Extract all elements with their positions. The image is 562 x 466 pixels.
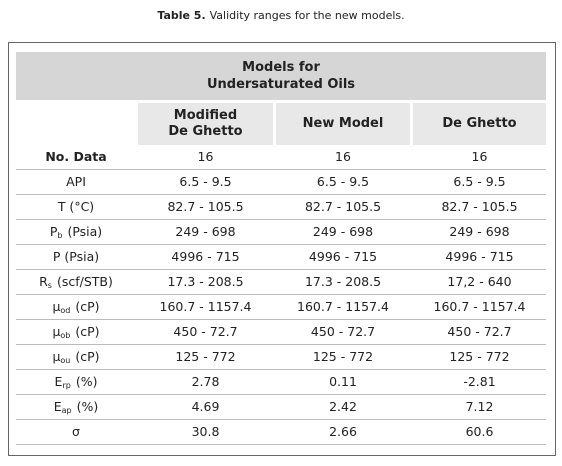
cell-value: 249 - 698 [312, 224, 374, 239]
cell-value: 17,2 - 640 [447, 274, 512, 289]
cell-value: 16 [335, 149, 351, 164]
row-label: P (Psia) [52, 249, 100, 264]
row-label: σ [72, 424, 80, 439]
row-label: Eap (%) [16, 395, 136, 419]
table-row: Rs (scf/STB) 17.3 - 208.5 17.3 - 208.5 17,2 … [16, 270, 546, 295]
cell-value: 2.78 [191, 374, 220, 389]
table-row: Pb (Psia) 249 - 698 249 - 698 249 - 698 [16, 220, 546, 245]
label-unit: (%) [76, 399, 99, 414]
label-symbol: μ [52, 299, 61, 314]
cell-value: 450 - 72.7 [447, 324, 512, 339]
cell-value: 4.69 [191, 399, 220, 414]
cell-value: 17.3 - 208.5 [167, 274, 244, 289]
group-header-line: Models for [242, 60, 320, 75]
table-row: μou (cP) 125 - 772 125 - 772 125 - 772 [16, 345, 546, 370]
cell-value: 82.7 - 105.5 [167, 199, 244, 214]
cell-value: 4996 - 715 [171, 249, 240, 264]
caption-text: Validity ranges for the new models. [209, 9, 405, 22]
cell-value: 450 - 72.7 [310, 324, 376, 339]
label-subscript: rp [62, 381, 71, 390]
cell-value: 125 - 772 [175, 349, 236, 364]
row-label: No. Data [45, 149, 107, 164]
cell-value: 4996 - 715 [445, 249, 514, 264]
column-header-line: De Ghetto [442, 116, 517, 131]
label-symbol: E [54, 374, 63, 389]
column-header-line: Modified [173, 108, 238, 123]
row-label: Pb (Psia) [16, 220, 136, 244]
cell-value: 6.5 - 9.5 [316, 174, 370, 189]
column-header: New Model [276, 103, 410, 145]
table-row: Erp (%) 2.78 0.11 -2.81 [16, 370, 546, 395]
column-header-line: New Model [302, 116, 384, 131]
label-unit: (cP) [75, 349, 100, 364]
table-row: Eap (%) 4.69 2.42 7.12 [16, 395, 546, 420]
cell-value: 4996 - 715 [308, 249, 378, 264]
column-header-line: De Ghetto [168, 124, 243, 139]
label-unit: (cP) [75, 299, 100, 314]
row-label: API [66, 174, 86, 189]
label-subscript: od [60, 306, 71, 315]
cell-value: 16 [471, 149, 488, 164]
table-row: P (Psia) 4996 - 715 4996 - 715 4996 - 715 [16, 245, 546, 270]
cell-value: 0.11 [329, 374, 357, 389]
table-row: μod (cP) 160.7 - 1157.4 160.7 - 1157.4 160.7… [16, 295, 546, 320]
label-symbol: E [53, 399, 62, 414]
cell-value: 125 - 772 [449, 349, 510, 364]
label-subscript: ob [60, 331, 71, 340]
cell-value: 16 [197, 149, 214, 164]
label-unit: (%) [75, 374, 98, 389]
cell-value: 2.66 [329, 424, 357, 439]
row-label: μou (cP) [16, 345, 136, 369]
table-row: No. Data 16 16 16 [16, 145, 546, 170]
cell-value: 249 - 698 [175, 224, 236, 239]
cell-value: 450 - 72.7 [173, 324, 238, 339]
cell-value: 7.12 [465, 399, 494, 414]
label-subscript: ou [60, 356, 71, 365]
label-symbol: P [49, 224, 58, 239]
cell-value: 60.6 [465, 424, 494, 439]
cell-value: 82.7 - 105.5 [441, 199, 518, 214]
caption-label: Table 5. [157, 9, 206, 22]
label-subscript: ap [61, 406, 72, 415]
cell-value: 82.7 - 105.5 [304, 199, 382, 214]
group-header-line: Undersaturated Oils [206, 77, 356, 92]
row-label: μob (cP) [16, 320, 136, 344]
label-subscript: b [57, 231, 63, 240]
cell-value: 6.5 - 9.5 [179, 174, 232, 189]
table-row: μob (cP) 450 - 72.7 450 - 72.7 450 - 72.7 [16, 320, 546, 345]
cell-value: 30.8 [191, 424, 220, 439]
label-unit: (Psia) [67, 224, 103, 239]
column-header: Modified De Ghetto [138, 103, 273, 145]
table-row: T (°C) 82.7 - 105.5 82.7 - 105.5 82.7 - 105… [16, 195, 546, 220]
row-label: μod (cP) [16, 295, 136, 319]
table-frame [8, 42, 556, 456]
cell-value: 125 - 772 [312, 349, 374, 364]
cell-value: 2.42 [329, 399, 357, 414]
row-label: Erp (%) [16, 370, 136, 394]
cell-value: -2.81 [463, 374, 496, 389]
label-symbol: μ [52, 349, 61, 364]
row-label: Rs (scf/STB) [16, 270, 136, 294]
cell-value: 17.3 - 208.5 [304, 274, 382, 289]
cell-value: 160.7 - 1157.4 [159, 299, 252, 314]
table-row: API 6.5 - 9.5 6.5 - 9.5 6.5 - 9.5 [16, 170, 546, 195]
cell-value: 249 - 698 [449, 224, 510, 239]
label-subscript: s [47, 281, 52, 290]
cell-value: 6.5 - 9.5 [453, 174, 506, 189]
label-symbol: μ [52, 324, 61, 339]
cell-value: 160.7 - 1157.4 [433, 299, 526, 314]
caption: Table 5. Validity ranges for the new mode… [0, 9, 562, 22]
group-header: Models for Undersaturated Oils [16, 52, 546, 100]
label-symbol: R [39, 274, 48, 289]
cell-value: 160.7 - 1157.4 [297, 299, 389, 314]
table-row: σ 30.8 2.66 60.6 [16, 420, 546, 445]
label-unit: (scf/STB) [56, 274, 113, 289]
column-header: De Ghetto [413, 103, 546, 145]
label-unit: (cP) [75, 324, 100, 339]
row-label: T (°C) [57, 199, 95, 214]
